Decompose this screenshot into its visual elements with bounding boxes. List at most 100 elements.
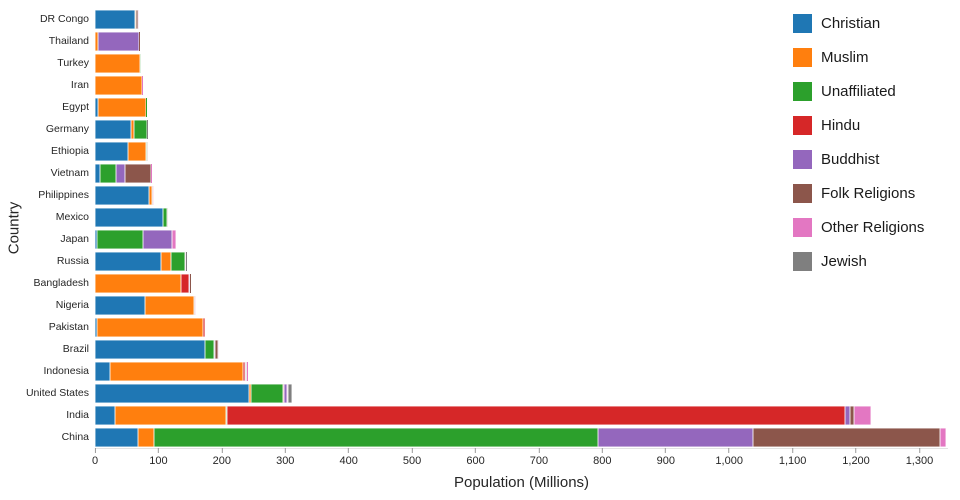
x-tick-label: 500 — [402, 455, 422, 467]
bar-segment-other-religions — [171, 229, 176, 249]
bar-track — [95, 163, 948, 183]
bar-row: Japan — [60, 228, 948, 250]
x-tick-label: 900 — [656, 455, 675, 467]
bar-segment-unaffiliated — [170, 251, 186, 271]
bar-segment-muslim — [161, 251, 171, 271]
x-axis: 0 100 200 300 400 500 600 700 800 900 1,000 1,100 1,… — [92, 448, 948, 472]
bar-segment-buddhist — [844, 405, 851, 425]
x-tick: 900 — [657, 448, 675, 467]
legend-item-unaffiliated: Unaffiliated — [793, 82, 924, 101]
x-tick: 500 — [403, 448, 421, 467]
bar-track — [95, 383, 948, 403]
x-tick-label: 200 — [212, 455, 232, 467]
bar-segment-christian — [95, 295, 145, 315]
bar-segment-other-religions — [853, 405, 872, 425]
bar-segment-christian — [95, 427, 139, 447]
bar-row: Nigeria — [56, 294, 948, 316]
bar-row: Mexico — [56, 206, 948, 228]
bar-segment-unaffiliated — [135, 9, 137, 29]
bar-track — [95, 251, 948, 271]
bar-segment-other-religions — [137, 9, 139, 29]
bar-segment-hindu — [227, 405, 845, 425]
bar-segment-muslim — [95, 31, 98, 51]
bar-segment-muslim — [114, 405, 227, 425]
legend-swatch — [793, 218, 812, 237]
legend: Christian Muslim Unaffiliated Hindu Buddhist… — [793, 14, 924, 271]
bar-segment-hindu — [180, 273, 190, 293]
country-label: Indonesia — [43, 365, 89, 377]
bar-segment-folk-religions — [166, 207, 169, 227]
bar-track — [95, 75, 948, 95]
bar-row: Iran — [71, 74, 948, 96]
bar-segment-christian — [95, 163, 100, 183]
x-tick-label: 700 — [529, 455, 549, 467]
bar-track — [95, 119, 948, 139]
bar-segment-unaffiliated — [99, 163, 117, 183]
bar-segment-buddhist — [598, 427, 754, 447]
x-tick: 1,300 — [906, 448, 933, 467]
x-tick-label: 1,100 — [778, 455, 807, 467]
bar-segment-unaffiliated — [133, 119, 147, 139]
bar-segment-unaffiliated — [154, 427, 599, 447]
legend-item-christian: Christian — [793, 14, 924, 33]
bar-segment-buddhist — [97, 31, 139, 51]
legend-label: Hindu — [821, 117, 861, 134]
bar-segment-jewish — [288, 383, 292, 403]
bar-segment-other-religions — [939, 427, 946, 447]
country-label: Brazil — [62, 343, 89, 355]
bar-segment-muslim — [149, 185, 153, 205]
bar-segment-muslim — [144, 295, 194, 315]
legend-swatch — [793, 252, 812, 271]
x-tick: 700 — [530, 448, 548, 467]
x-tick-mark — [284, 448, 286, 453]
bar-segment-muslim — [138, 427, 155, 447]
x-tick-mark — [538, 448, 540, 453]
bar-row: Philippines — [38, 184, 948, 206]
bar-row: Bangladesh — [34, 272, 948, 294]
x-tick-mark — [411, 448, 413, 453]
country-label: India — [66, 409, 89, 421]
x-tick-label: 300 — [276, 455, 295, 467]
bar-track — [95, 295, 948, 315]
x-tick-mark — [918, 448, 920, 453]
bar-track — [95, 185, 948, 205]
bar-segment-muslim — [135, 9, 136, 29]
bar-segment-muslim — [110, 361, 243, 381]
bar-row: Turkey — [57, 52, 948, 74]
bar-segment-muslim — [95, 273, 181, 293]
bar-row: China — [62, 426, 948, 448]
x-tick-label: 600 — [466, 455, 485, 467]
x-tick-mark — [792, 448, 794, 453]
bar-row: Indonesia — [43, 360, 948, 382]
bar-segment-unaffiliated — [226, 405, 228, 425]
x-tick: 300 — [276, 448, 294, 467]
country-label: Philippines — [38, 189, 89, 201]
x-tick-mark — [601, 448, 603, 453]
x-axis-line — [95, 448, 948, 449]
bar-segment-christian — [95, 185, 150, 205]
bar-segment-unaffiliated — [140, 53, 141, 73]
x-tick-label: 800 — [593, 455, 612, 467]
x-tick-mark — [348, 448, 350, 453]
country-label: Japan — [60, 233, 89, 245]
bar-segment-muslim — [96, 317, 203, 337]
x-tick-label: 100 — [149, 455, 168, 467]
x-tick-mark — [855, 448, 857, 453]
legend-swatch — [793, 82, 812, 101]
bar-segment-hindu — [242, 361, 246, 381]
x-tick: 1,200 — [842, 448, 870, 467]
bar-track — [95, 53, 948, 73]
bar-track — [95, 229, 948, 249]
bar-segment-christian — [95, 405, 115, 425]
country-label: Pakistan — [48, 321, 89, 333]
bar-track — [95, 405, 948, 425]
x-tick-mark — [728, 448, 730, 453]
legend-label: Muslim — [821, 49, 869, 66]
legend-swatch — [793, 48, 812, 67]
bar-row: Egypt — [62, 96, 948, 118]
country-label: DR Congo — [39, 13, 89, 25]
bar-row: United States — [26, 382, 948, 404]
bar-row: Germany — [46, 118, 948, 140]
x-tick-label: 1,000 — [715, 455, 743, 467]
bar-segment-muslim — [95, 75, 142, 95]
